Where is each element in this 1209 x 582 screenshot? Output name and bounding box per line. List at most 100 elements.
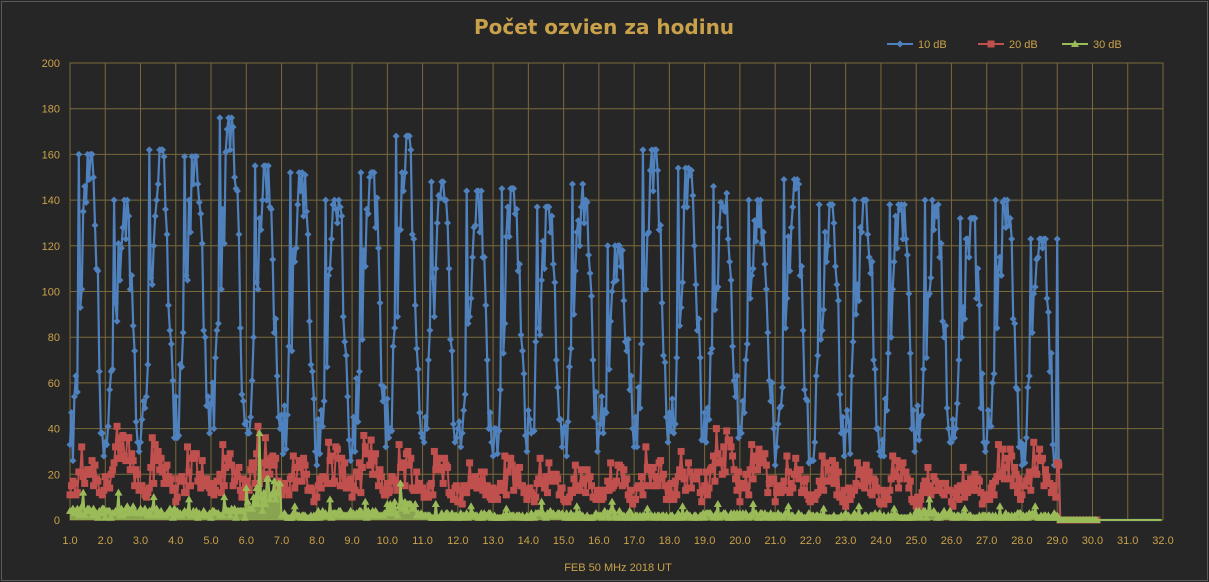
series-10db-point xyxy=(264,162,272,170)
series-20db-point xyxy=(372,450,380,458)
series-20db-point xyxy=(586,473,594,481)
series-10db-point xyxy=(117,244,125,252)
x-axis-tick-labels: 1.0 2.0 3.0 4.0 5.0 6.0 7.0 8.0 9.0 10.0 11.0 12.0 1… xyxy=(62,535,1173,547)
series-30db-point xyxy=(326,495,335,503)
series-30db-point xyxy=(258,506,267,514)
series-30db-point xyxy=(101,513,110,521)
series-20db-point xyxy=(216,470,224,478)
series-10db-point xyxy=(664,438,672,446)
series-10db-point xyxy=(483,356,491,364)
series-10db-point xyxy=(565,363,573,371)
series-20db-point xyxy=(727,443,735,451)
series-20db-point xyxy=(126,466,134,474)
y-tick-label: 200 xyxy=(42,58,60,70)
series-20db-point xyxy=(580,475,588,483)
series-20db-point xyxy=(317,484,325,492)
series-10db-point xyxy=(789,203,797,211)
series-10db-point xyxy=(382,443,390,451)
series-10db-point xyxy=(307,361,315,369)
series-20db-point xyxy=(852,479,860,487)
series-10db-point xyxy=(154,180,162,188)
series-10db-point xyxy=(961,315,969,323)
series-10db-point xyxy=(521,431,529,439)
series-30db-point xyxy=(925,495,934,503)
series-10db-point xyxy=(842,427,850,435)
series-20db-point xyxy=(978,500,986,508)
series-20db-point xyxy=(200,482,208,490)
series-10db-point xyxy=(683,203,691,211)
series-20db-point xyxy=(746,466,754,474)
series-10db-point xyxy=(131,347,139,355)
series-20db-point xyxy=(87,470,95,478)
series-10db-point xyxy=(548,212,556,220)
series-10db-point xyxy=(494,450,502,458)
series-20db-point xyxy=(865,468,873,476)
series-10db-point xyxy=(486,409,494,417)
series-10db-point xyxy=(167,340,175,348)
series-10db-point xyxy=(828,201,836,209)
series-30db-point xyxy=(265,495,274,503)
x-tick-label: 25.0 xyxy=(905,535,926,547)
series-30db-point xyxy=(960,504,969,512)
series-10db-point xyxy=(635,383,643,391)
series-20db-point xyxy=(148,434,156,442)
series-20db-point xyxy=(471,473,479,481)
series-30db-point xyxy=(327,513,336,521)
series-20db-point xyxy=(665,495,673,503)
series-10db-point xyxy=(761,260,769,268)
series-10db-point xyxy=(153,196,161,204)
series-20db-point xyxy=(726,436,734,444)
x-tick-label: 3.0 xyxy=(133,535,148,547)
series-10db-point xyxy=(721,208,729,216)
series-10db-point xyxy=(399,187,407,195)
series-10db-point xyxy=(748,272,756,280)
series-10db-point xyxy=(314,415,322,423)
series-10db-point xyxy=(1030,290,1038,298)
series-10db-point xyxy=(207,399,215,407)
series-10db-point xyxy=(449,420,457,428)
series-10db-point xyxy=(538,276,546,284)
series-10db-point xyxy=(701,409,709,417)
series-10db-point xyxy=(739,397,747,405)
series-20db-point xyxy=(370,457,378,465)
series-20db-point xyxy=(523,495,531,503)
series-10db-point xyxy=(373,194,381,202)
series-20db-point xyxy=(677,447,685,455)
series-10db-point xyxy=(1021,459,1029,467)
series-20db-point xyxy=(348,493,356,501)
series-20db-point xyxy=(731,475,739,483)
series-10db-point xyxy=(100,452,108,460)
series-20db-point xyxy=(101,473,109,481)
series-10db-point xyxy=(912,429,920,437)
series-10db-point xyxy=(461,390,469,398)
series-20db-point xyxy=(636,484,644,492)
series-20db-point xyxy=(379,486,387,494)
series-20db-point xyxy=(787,479,795,487)
legend-20db: 20 dB xyxy=(978,39,1038,51)
series-20db-point xyxy=(206,484,214,492)
series-10db-point xyxy=(354,418,362,426)
series-10db-point xyxy=(326,265,334,273)
series-10db-point xyxy=(397,226,405,234)
series-20db xyxy=(66,422,1162,524)
series-20db-point xyxy=(811,495,819,503)
series-10db-point xyxy=(90,173,98,181)
series-10db-point xyxy=(852,310,860,318)
series-10db-point xyxy=(779,383,787,391)
series-20db-point xyxy=(526,484,534,492)
series-10db-point xyxy=(801,386,809,394)
series-20db-point xyxy=(341,459,349,467)
series-10db-point xyxy=(1031,283,1039,291)
series-20db-point xyxy=(779,482,787,490)
series-10db-point xyxy=(709,182,717,190)
series-10db-point xyxy=(280,402,288,410)
series-10db-point xyxy=(878,436,886,444)
series-10db-point xyxy=(126,285,134,293)
series-20db-point xyxy=(508,461,516,469)
series-10db-point xyxy=(571,267,579,275)
series-10db-point xyxy=(834,297,842,305)
series-10db-point xyxy=(997,272,1005,280)
series-10db-point xyxy=(618,246,626,254)
series-20db-point xyxy=(495,486,503,494)
series-10db-point xyxy=(971,214,979,222)
